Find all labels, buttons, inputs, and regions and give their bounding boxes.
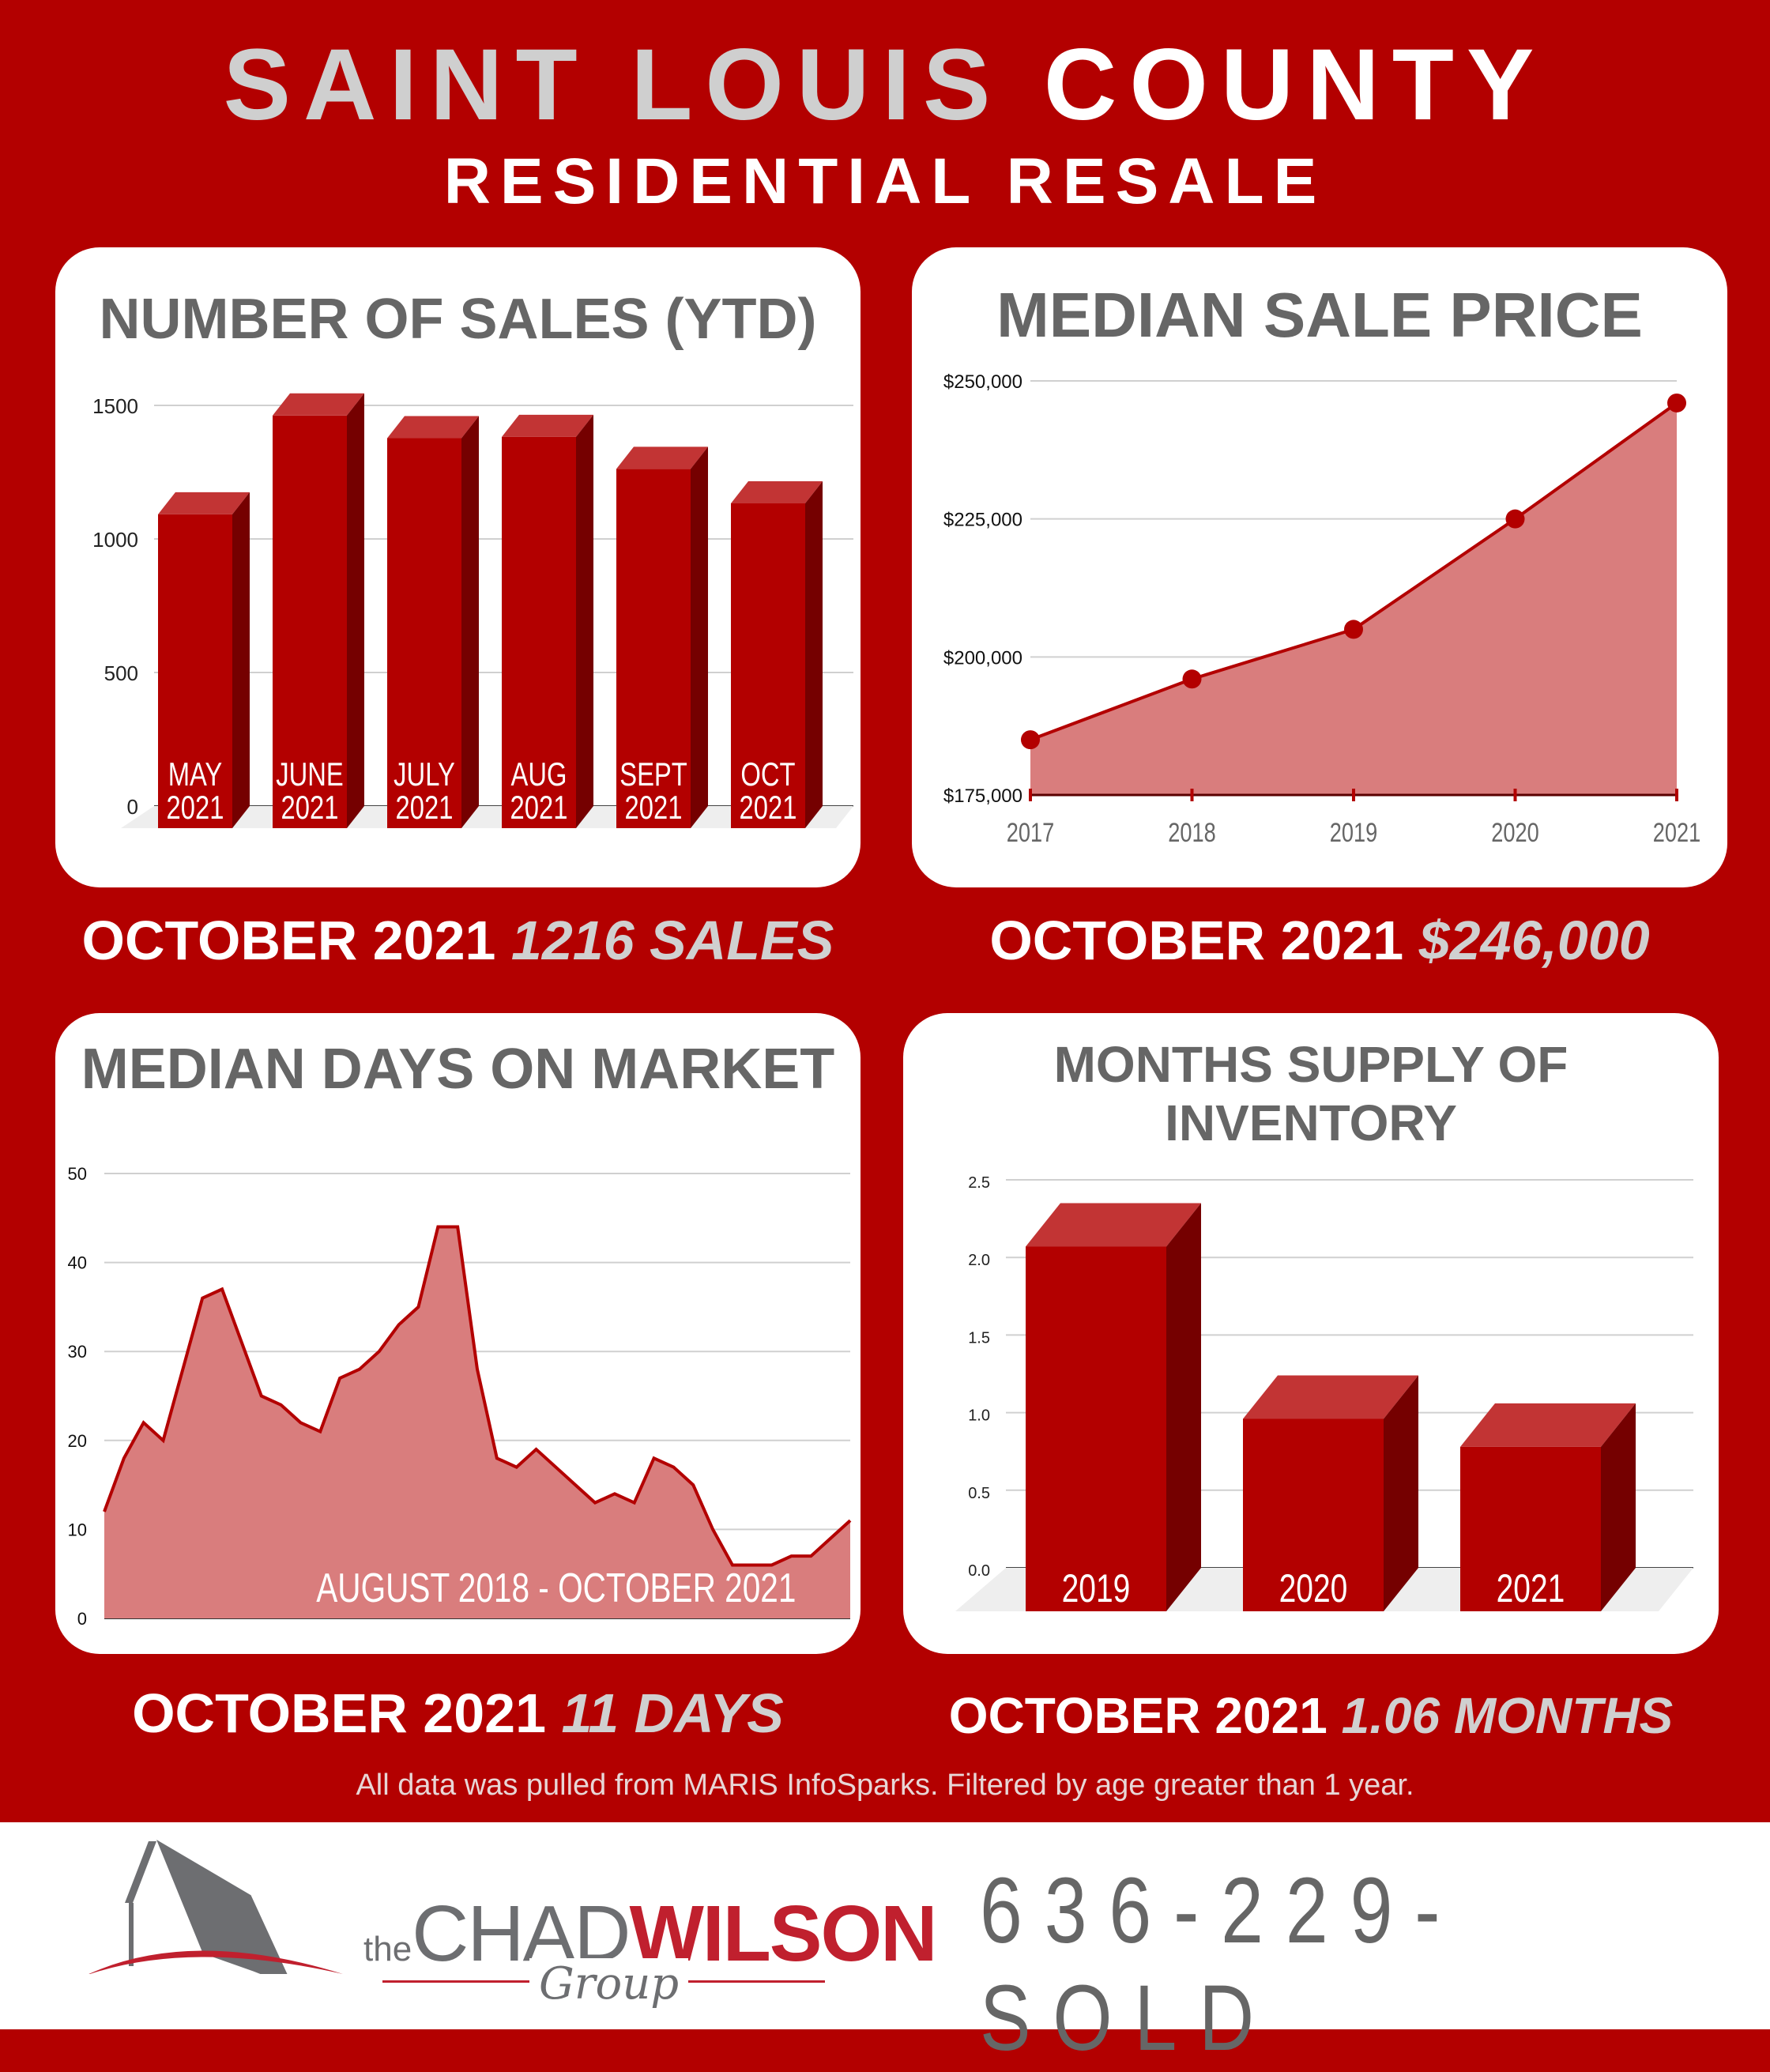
inventory-chart-title: MONTHS SUPPLY OF INVENTORY	[903, 1035, 1719, 1152]
y-tick-label: 2.0	[968, 1252, 990, 1269]
y-tick-label: 0	[77, 1609, 87, 1629]
bar: 2020	[1243, 1375, 1418, 1611]
bar-label: 2021	[167, 789, 224, 826]
dom-range-label: AUGUST 2018 - OCTOBER 2021	[315, 1565, 796, 1611]
inventory-caption: OCTOBER 2021 1.06 MONTHS	[903, 1686, 1719, 1745]
y-tick-label: 1000	[92, 528, 138, 552]
y-tick-label: 20	[68, 1431, 87, 1451]
dom-chart-panel: MEDIAN DAYS ON MARKET 0 10 20 30 40 50 AUGUST…	[55, 1013, 861, 1654]
price-chart-panel: MEDIAN SALE PRICE $175,000 $200,000 $225,0…	[912, 247, 1727, 887]
inventory-caption-date: OCTOBER 2021	[948, 1687, 1328, 1744]
sales-caption-date: OCTOBER 2021	[81, 910, 496, 971]
price-area-chart: $175,000 $200,000 $225,000 $250,000 2017 2018…	[943, 371, 1700, 848]
y-tick-label: 30	[68, 1342, 87, 1362]
bar-label: 2020	[1279, 1565, 1348, 1611]
logo-group: Group	[529, 1958, 689, 2010]
data-point	[1667, 393, 1686, 413]
sales-caption: OCTOBER 2021 1216 SALES	[55, 909, 861, 972]
title-saint-louis: SAINT LOUIS	[223, 28, 1004, 141]
inventory-caption-value: 1.06 MONTHS	[1341, 1687, 1674, 1744]
sales-chart-panel: NUMBER OF SALES (YTD) 0 500 1000 1500 MAY 202…	[55, 247, 861, 887]
bar-label: JUNE	[276, 755, 344, 793]
sales-caption-value: 1216 SALES	[510, 910, 834, 971]
bar: 2021	[1460, 1403, 1636, 1611]
y-tick-label: 2.5	[968, 1174, 990, 1192]
page-subtitle: RESIDENTIAL RESALE	[443, 145, 1327, 217]
data-point	[1505, 509, 1525, 529]
bar-label: 2021	[281, 789, 339, 826]
x-tick-label: 2018	[1168, 817, 1215, 848]
x-tick-label: 2019	[1330, 817, 1377, 848]
bar-label: MAY	[168, 755, 223, 793]
inventory-title-line1: MONTHS SUPPLY OF	[1053, 1036, 1569, 1093]
price-caption: OCTOBER 2021 $246,000	[912, 909, 1727, 972]
inventory-title-line2: INVENTORY	[1165, 1094, 1457, 1151]
y-tick-label: $200,000	[943, 647, 1022, 669]
area-fill	[104, 1226, 850, 1618]
bar-label: SEPT	[620, 755, 687, 793]
bar-label: 2021	[510, 789, 568, 826]
y-tick-label: $250,000	[943, 371, 1022, 393]
bar-label: AUG	[511, 755, 567, 793]
y-tick-label: 0.0	[968, 1562, 990, 1580]
phone-number: 636-229-SOLD	[980, 1859, 1463, 2070]
dom-chart-title: MEDIAN DAYS ON MARKET	[81, 1038, 835, 1101]
bar-label: 2021	[625, 789, 683, 826]
price-caption-value: $246,000	[1418, 910, 1650, 971]
title-county: COUNTY	[1043, 28, 1547, 141]
bar-label: 2021	[396, 789, 454, 826]
sales-bar-chart: 050010001500MAY2021JUNE2021JULY2021AUG20…	[92, 393, 853, 828]
logo-the: the	[363, 1930, 412, 1968]
trend-line	[103, 1225, 852, 1567]
area-fill	[1030, 402, 1677, 795]
dom-caption-value: 11 DAYS	[561, 1682, 784, 1744]
y-tick-label: $225,000	[943, 510, 1022, 531]
dom-area-chart: 0 10 20 30 40 50	[68, 1164, 852, 1629]
data-point	[1021, 730, 1040, 750]
price-chart-title: MEDIAN SALE PRICE	[996, 280, 1643, 350]
data-point	[1344, 620, 1363, 639]
price-caption-date: OCTOBER 2021	[989, 910, 1404, 971]
footer	[0, 1822, 1770, 2029]
page-title: SAINT LOUIS COUNTY	[0, 30, 1770, 141]
inventory-bar-chart: 0.0 0.5 1.0 1.5 2.0 2.5 2019 2020 2021	[955, 1174, 1693, 1611]
inventory-chart-panel: MONTHS SUPPLY OF INVENTORY 0.0 0.5 1.0 1.5 2…	[903, 1013, 1719, 1654]
y-tick-label: 0	[127, 795, 138, 819]
y-tick-label: 40	[68, 1253, 87, 1273]
y-tick-label: 1500	[92, 394, 138, 418]
y-tick-label: 1.0	[968, 1407, 990, 1425]
dom-caption-date: OCTOBER 2021	[132, 1682, 547, 1744]
source-note: All data was pulled from MARIS InfoSpark…	[356, 1769, 1414, 1802]
bar-label: 2021	[740, 789, 797, 826]
y-tick-label: $175,000	[943, 785, 1022, 807]
house-icon	[88, 1840, 343, 1974]
bar-label: JULY	[394, 755, 455, 793]
y-tick-label: 500	[104, 661, 138, 685]
bar-label: 2021	[1497, 1565, 1565, 1611]
y-tick-label: 50	[68, 1164, 87, 1184]
y-tick-label: 0.5	[968, 1485, 990, 1502]
y-tick-label: 10	[68, 1520, 87, 1539]
data-point	[1182, 669, 1202, 689]
y-tick-label: 1.5	[968, 1329, 990, 1347]
company-logo: theCHADWILSON Group	[79, 1840, 937, 2014]
bar-label: OCT	[740, 755, 795, 793]
dom-caption: OCTOBER 2021 11 DAYS	[55, 1682, 861, 1745]
x-tick-label: 2021	[1653, 817, 1700, 848]
bar-label: 2019	[1062, 1565, 1131, 1611]
x-tick-label: 2020	[1491, 817, 1538, 848]
sales-chart-title: NUMBER OF SALES (YTD)	[99, 288, 817, 351]
bar: 2019	[1026, 1203, 1201, 1611]
x-tick-label: 2017	[1007, 817, 1054, 848]
